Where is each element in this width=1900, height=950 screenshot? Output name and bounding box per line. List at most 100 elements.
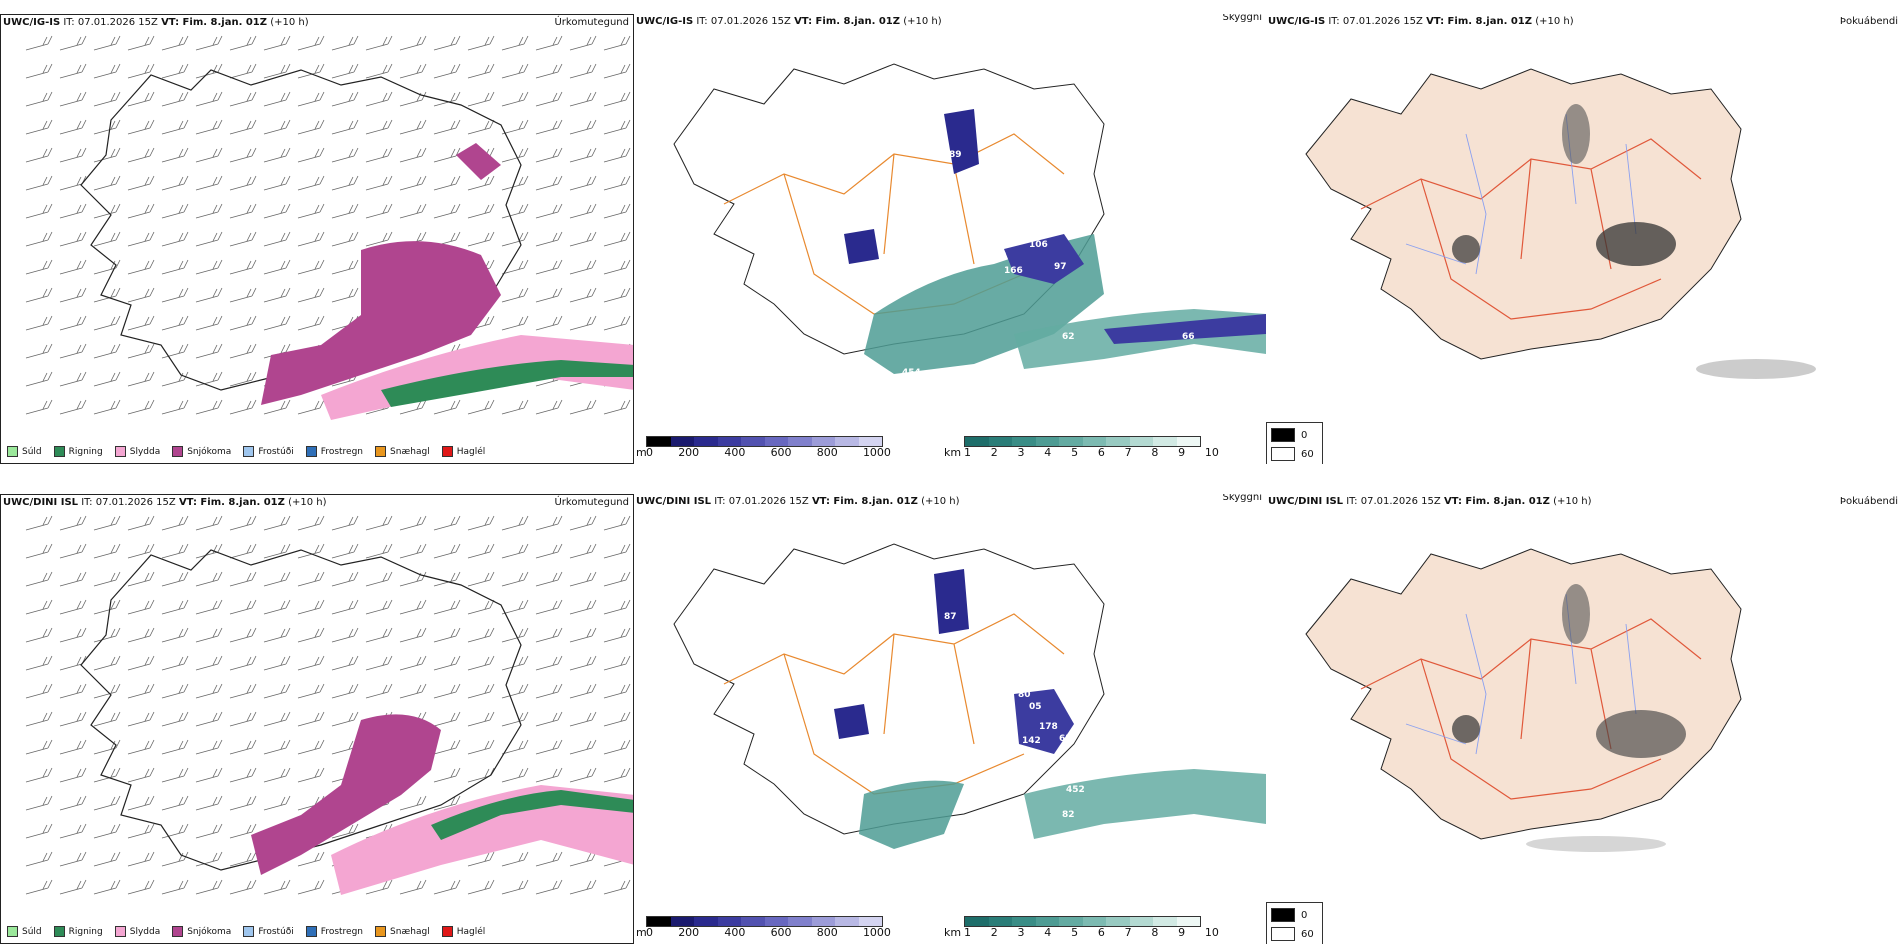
issue-time: IT: 07.01.2026 15Z xyxy=(1328,16,1423,27)
visibility-colorbar xyxy=(964,916,1201,927)
wind-barb xyxy=(331,63,359,79)
ceiling-colorbar xyxy=(646,436,883,447)
wind-barb xyxy=(467,711,495,727)
wind-barb xyxy=(263,767,291,783)
visibility-colorbar xyxy=(964,436,1201,447)
wind-barb xyxy=(603,627,631,643)
ceiling-value-label: 10 xyxy=(989,642,1002,652)
wind-barb xyxy=(569,739,597,755)
legend-label: Slydda xyxy=(129,926,161,937)
wind-barb xyxy=(433,795,461,811)
wind-barb xyxy=(501,879,529,895)
wind-barb xyxy=(263,231,291,247)
wind-barb xyxy=(331,515,359,531)
wind-barb xyxy=(603,711,631,727)
wind-barb xyxy=(127,371,155,387)
wind-barb xyxy=(399,543,427,559)
legend-label: Frostregn xyxy=(320,926,364,937)
wind-barb xyxy=(263,315,291,331)
wind-barb xyxy=(535,399,563,415)
wind-barb xyxy=(93,767,121,783)
wind-barb xyxy=(399,683,427,699)
wind-barb xyxy=(365,35,393,51)
wind-barb xyxy=(433,627,461,643)
visibility-unit: km xyxy=(944,446,962,459)
valid-time: VT: Fim. 8.jan. 01Z xyxy=(794,16,901,27)
wind-barb xyxy=(433,399,461,415)
colorbar-segment xyxy=(835,437,859,446)
low-ceiling-north xyxy=(944,109,979,174)
wind-barb xyxy=(501,399,529,415)
ceiling-value-label: 106 xyxy=(1124,302,1143,312)
wind-barb xyxy=(535,627,563,643)
wind-barb xyxy=(25,571,53,587)
lead-time: (+10 h) xyxy=(270,17,309,28)
fog-area-west xyxy=(1452,235,1480,263)
wind-barb xyxy=(331,231,359,247)
wind-barb xyxy=(365,63,393,79)
wind-barb xyxy=(161,739,189,755)
low-vis-band xyxy=(1024,769,1266,839)
wind-barb xyxy=(229,371,257,387)
wind-barb xyxy=(467,683,495,699)
wind-barb xyxy=(603,879,631,895)
wind-barb xyxy=(603,515,631,531)
colorbar-tick: 9 xyxy=(1178,926,1186,939)
wind-barb xyxy=(365,683,393,699)
wind-barb xyxy=(195,371,223,387)
wind-barb xyxy=(297,35,325,51)
wind-barb xyxy=(93,739,121,755)
wind-barb xyxy=(331,655,359,671)
fog-area-east xyxy=(1596,222,1676,266)
legend-label: Frostregn xyxy=(320,446,364,457)
wind-barb xyxy=(399,571,427,587)
wind-barb xyxy=(25,35,53,51)
colorbar-segment xyxy=(717,917,741,926)
wind-barb xyxy=(297,627,325,643)
wind-barb xyxy=(127,851,155,867)
wind-barb xyxy=(433,175,461,191)
legend-item: Frostúði xyxy=(243,446,294,457)
wind-barb xyxy=(195,851,223,867)
sleet-band xyxy=(331,785,633,895)
legend-label: Súld xyxy=(22,926,42,937)
iceland-coastline xyxy=(80,549,522,871)
wind-barb xyxy=(535,175,563,191)
wind-barb xyxy=(161,879,189,895)
wind-barb xyxy=(467,35,495,51)
wind-barb xyxy=(569,599,597,615)
wind-barb xyxy=(93,655,121,671)
wind-barb xyxy=(365,91,393,107)
wind-barb xyxy=(535,543,563,559)
legend-label: Rigning xyxy=(68,926,103,937)
wind-barb xyxy=(569,91,597,107)
wind-barb xyxy=(161,795,189,811)
wind-barb xyxy=(25,119,53,135)
precip-legend: Súld Rigning Slydda Snjókoma Frostúði Frostre… xyxy=(7,926,485,937)
ceiling-value-label: 782 xyxy=(980,372,999,382)
ceiling-value-label: 452 xyxy=(1066,785,1085,795)
wind-barb xyxy=(59,119,87,135)
wind-barb xyxy=(535,515,563,531)
ceiling-value-label: 68 xyxy=(1002,870,1015,880)
visibility-panel-row2: UWC/DINI ISL IT: 07.01.2026 15Z VT: Fim.… xyxy=(634,494,1266,944)
parameter-label: Þokuábendi xyxy=(1839,496,1898,507)
parameter-label: Skyggni xyxy=(1222,494,1262,503)
wind-barb xyxy=(331,35,359,51)
lead-time: (+10 h) xyxy=(1535,16,1574,27)
legend-swatch xyxy=(53,446,65,457)
wind-barb xyxy=(195,599,223,615)
colorbar-segment xyxy=(1129,437,1153,446)
colorbar-segment xyxy=(694,917,718,926)
wind-barb xyxy=(569,767,597,783)
wind-barb xyxy=(229,823,257,839)
wind-barb xyxy=(93,371,121,387)
colorbar-tick: 4 xyxy=(1044,446,1052,459)
wind-barb xyxy=(93,879,121,895)
ceiling-value-label: 87 xyxy=(944,612,957,622)
colorbar-segment xyxy=(1012,437,1036,446)
wind-barb xyxy=(331,543,359,559)
wind-barb xyxy=(25,231,53,247)
ceiling-value-label: 12 xyxy=(989,180,1002,190)
wind-barb xyxy=(25,259,53,275)
